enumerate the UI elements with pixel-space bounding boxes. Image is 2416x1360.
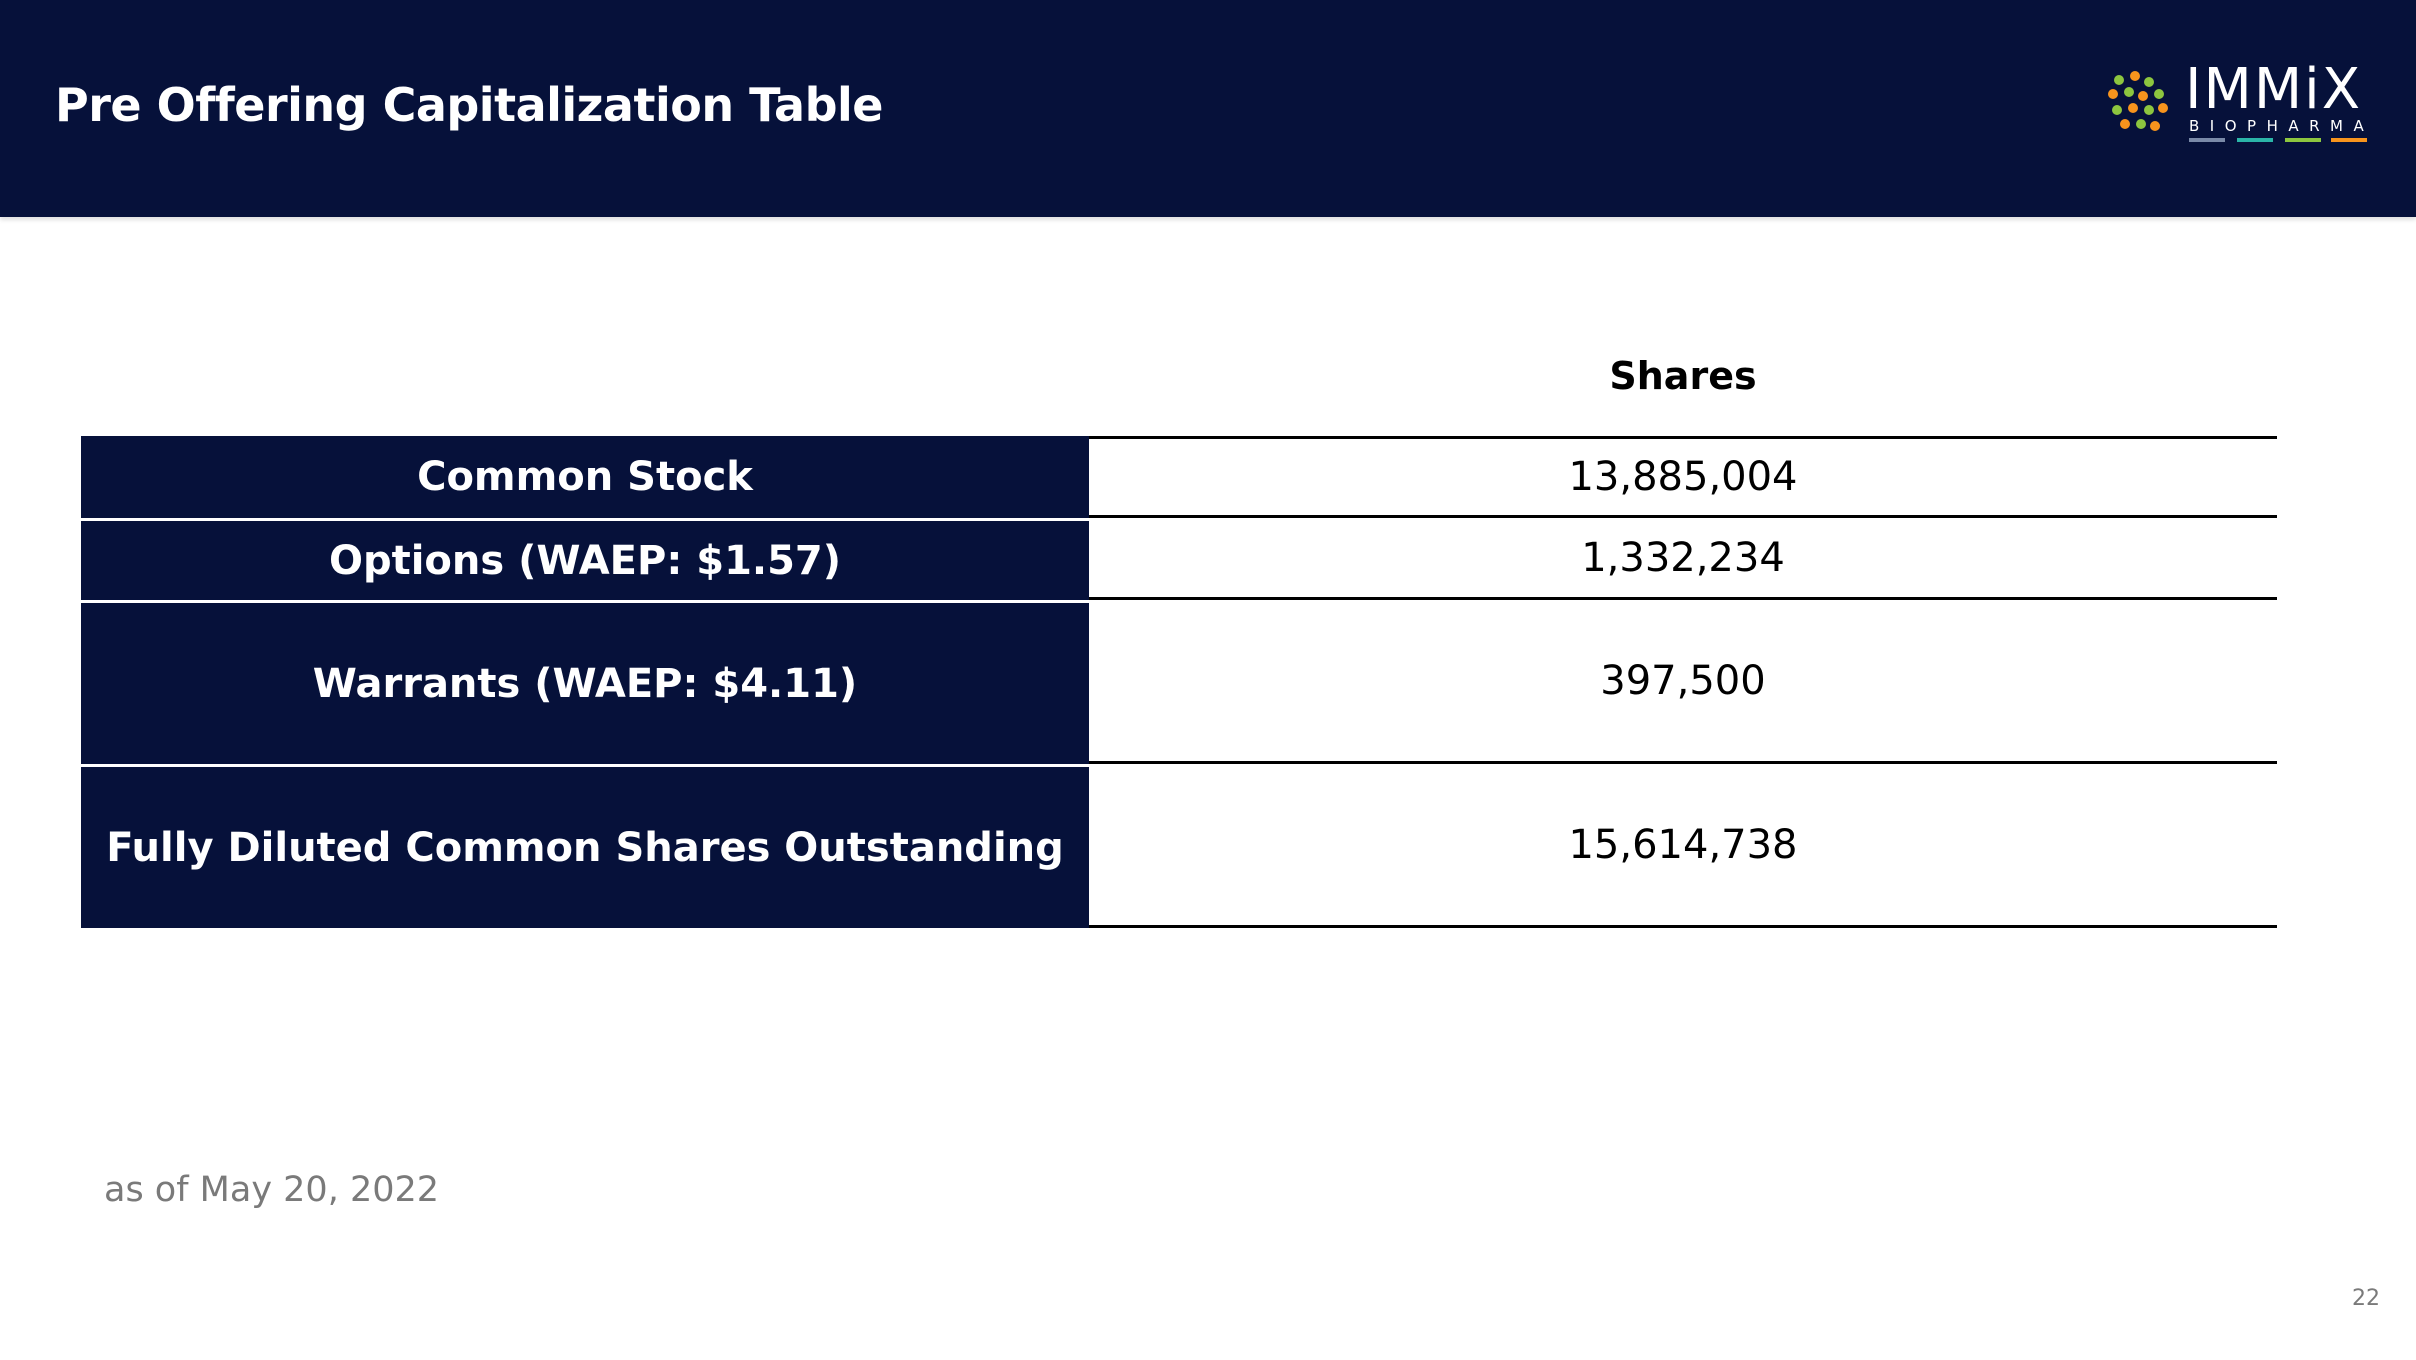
table-row: Common Stock 13,885,004 — [81, 436, 2277, 518]
header-bar: Pre Offering Capitalization Table IMMiX … — [0, 0, 2416, 217]
row-label: Warrants (WAEP: $4.11) — [81, 600, 1089, 764]
page-title: Pre Offering Capitalization Table — [55, 78, 883, 132]
page-number: 22 — [2352, 1286, 2380, 1311]
as-of-date-footnote: as of May 20, 2022 — [104, 1170, 440, 1210]
table-row: Warrants (WAEP: $4.11) 397,500 — [81, 600, 2277, 764]
shares-column-header: Shares — [1609, 354, 1757, 398]
row-value: 15,614,738 — [1089, 764, 2277, 928]
capitalization-table: Common Stock 13,885,004 Options (WAEP: $… — [81, 436, 2277, 928]
logo-subtitle: BIOPHARMA — [2189, 117, 2375, 135]
logo-color-bars — [2189, 138, 2367, 142]
row-value: 397,500 — [1089, 600, 2277, 764]
molecule-icon — [2108, 71, 2168, 131]
table-row: Fully Diluted Common Shares Outstanding … — [81, 764, 2277, 928]
row-label: Options (WAEP: $1.57) — [81, 518, 1089, 600]
table-row: Options (WAEP: $1.57) 1,332,234 — [81, 518, 2277, 600]
row-label: Common Stock — [81, 436, 1089, 518]
logo-wordmark: IMMiX — [2185, 57, 2363, 122]
row-value: 1,332,234 — [1089, 518, 2277, 600]
immix-logo: IMMiX BIOPHARMA — [2105, 62, 2367, 148]
row-value: 13,885,004 — [1089, 436, 2277, 518]
row-label: Fully Diluted Common Shares Outstanding — [81, 764, 1089, 928]
